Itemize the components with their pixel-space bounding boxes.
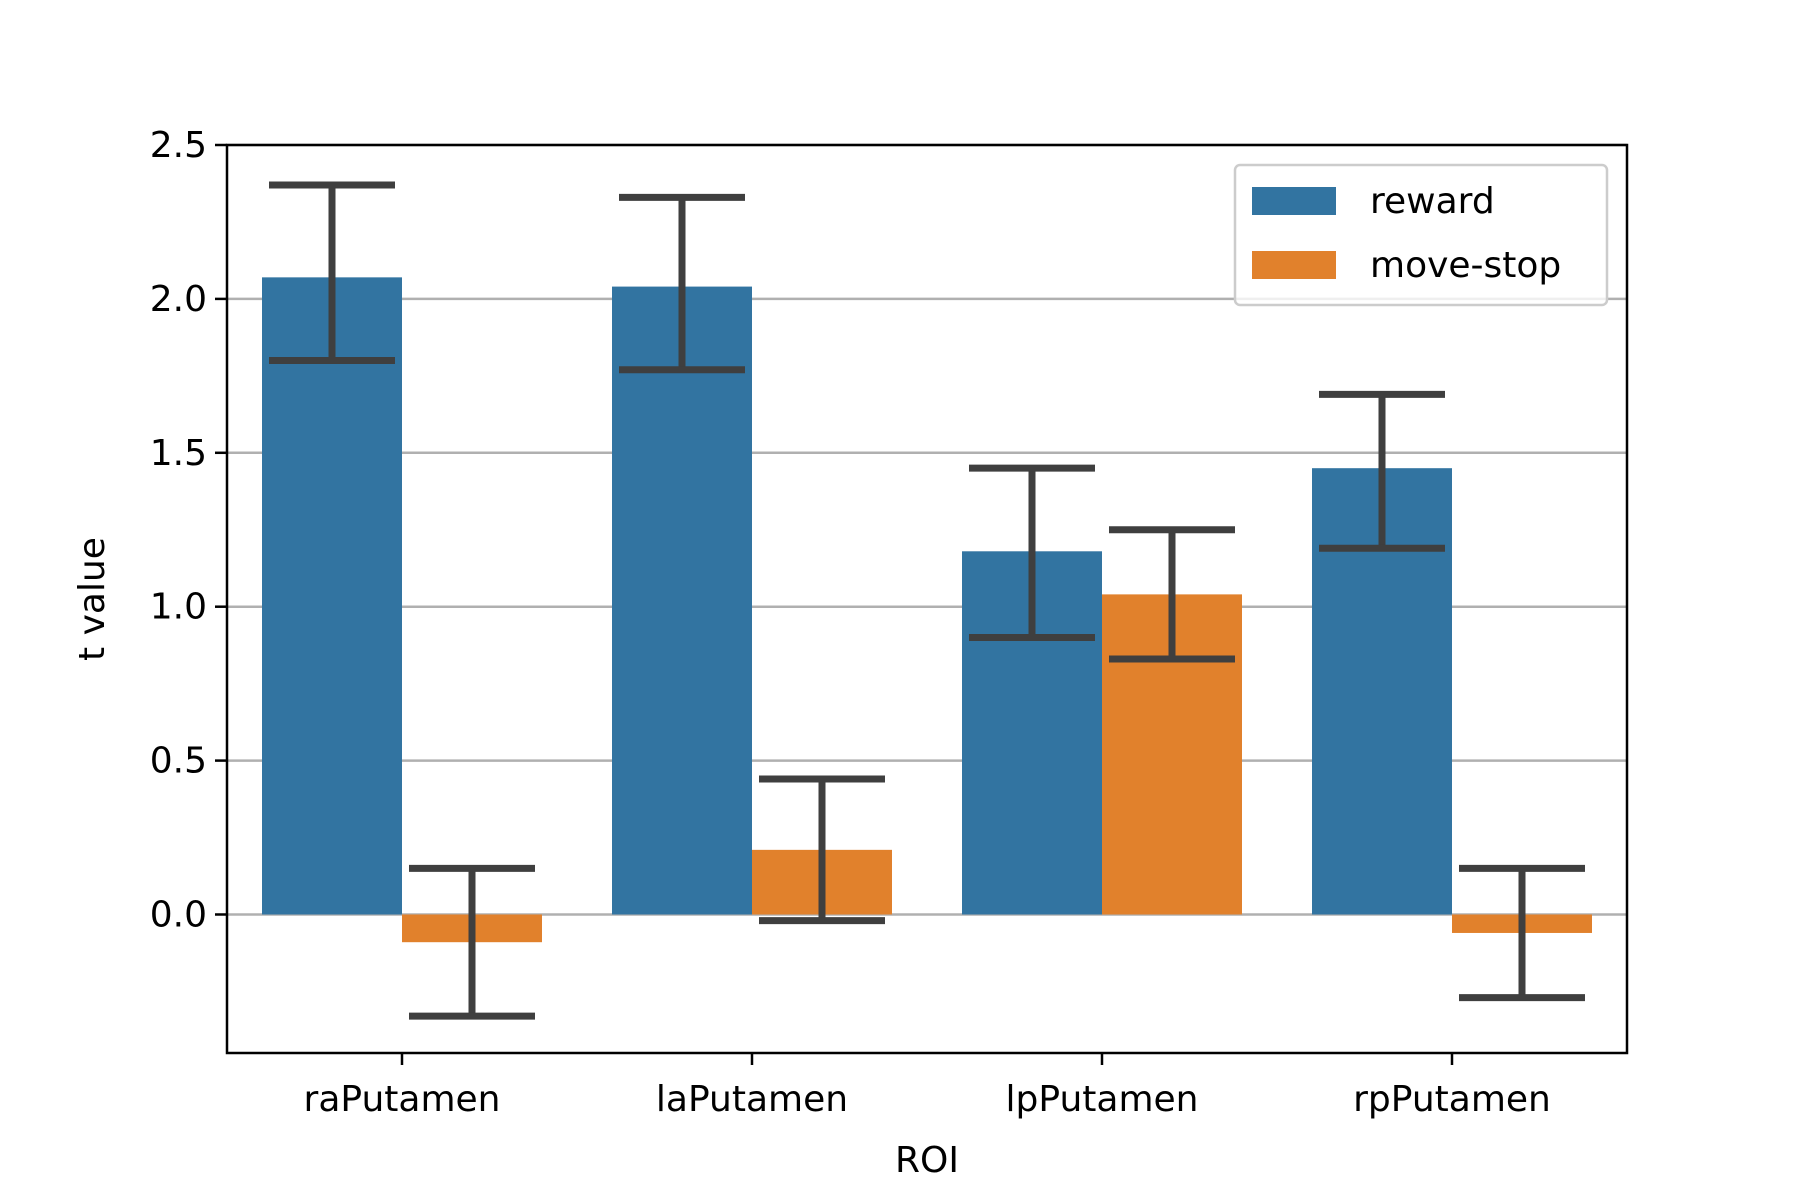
- x-tick-label: rpPutamen: [1353, 1079, 1551, 1120]
- legend: reward move-stop: [1233, 163, 1609, 307]
- plot-frame: [225, 143, 1629, 1055]
- y-axis-ticks: 0.0 0.5 1.0 1.5 2.0 2.5: [150, 125, 227, 935]
- y-tick-label: 2.5: [150, 125, 207, 166]
- legend-label-reward: reward: [1370, 181, 1495, 222]
- legend-swatch-reward: [1252, 187, 1336, 215]
- x-axis-label: ROI: [895, 1140, 959, 1181]
- y-tick-label: 1.0: [150, 587, 207, 628]
- bar: [262, 277, 402, 915]
- y-tick-label: 1.5: [150, 433, 207, 474]
- x-tick-label: lpPutamen: [1006, 1079, 1199, 1120]
- legend-swatch-move-stop: [1252, 251, 1336, 279]
- x-axis-ticks: raPutamen laPutamen lpPutamen rpPutamen: [304, 1053, 1551, 1120]
- y-tick-label: 2.0: [150, 279, 207, 320]
- y-tick-label: 0.0: [150, 894, 207, 935]
- x-tick-label: raPutamen: [304, 1079, 501, 1120]
- y-axis-label: t value: [72, 537, 113, 661]
- x-tick-label: laPutamen: [656, 1079, 848, 1120]
- error-bars: [269, 181, 1585, 1020]
- legend-label-move-stop: move-stop: [1370, 245, 1561, 286]
- y-tick-label: 0.5: [150, 741, 207, 782]
- bar: [612, 286, 752, 915]
- bars: [262, 277, 1592, 943]
